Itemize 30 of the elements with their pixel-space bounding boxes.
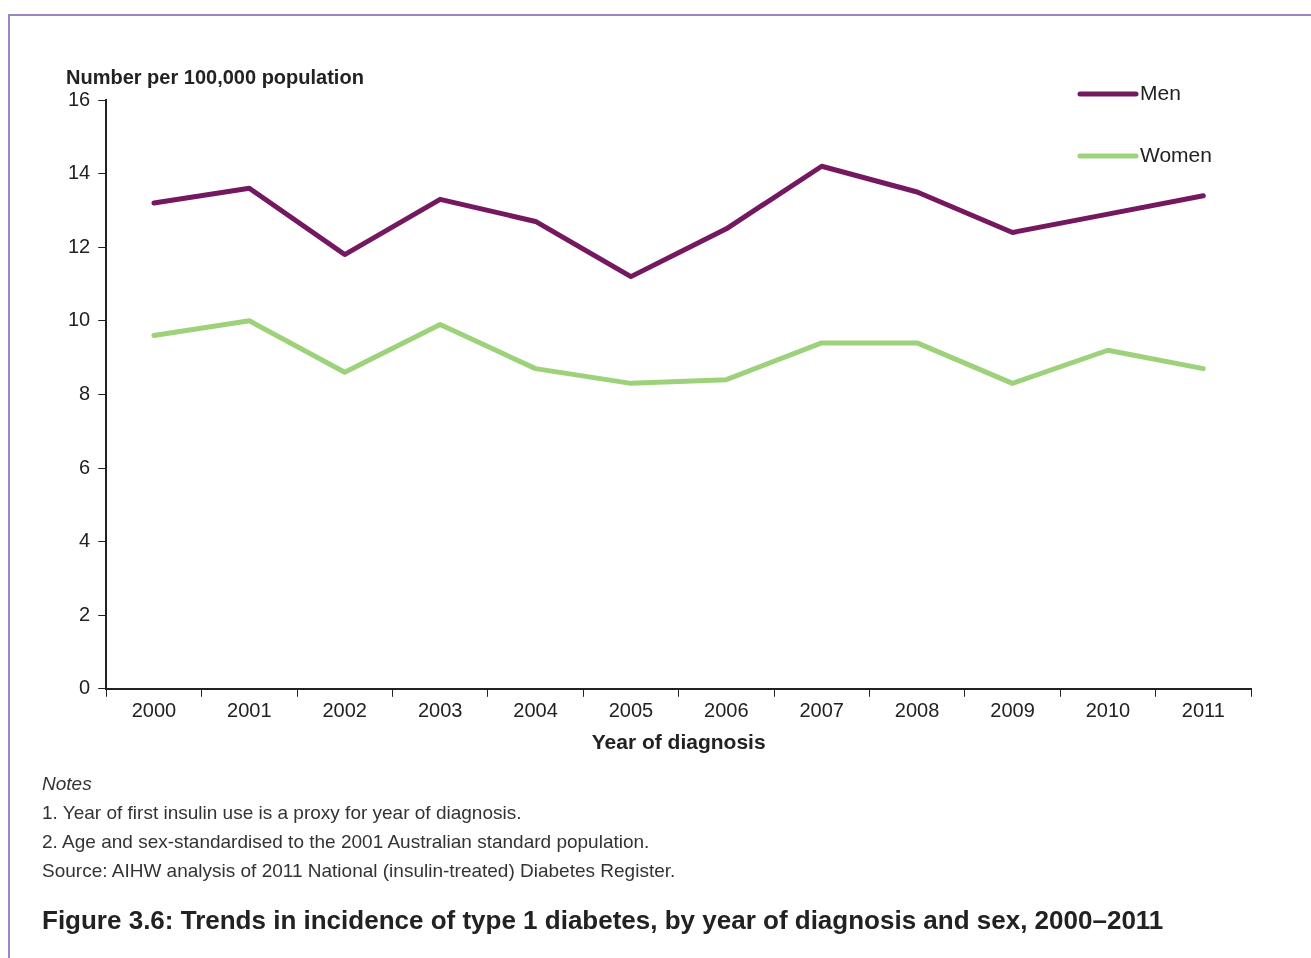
- x-tick-label: 2008: [894, 699, 940, 722]
- y-tick-label: 8: [79, 381, 91, 404]
- text: Notes: [42, 772, 93, 796]
- legend-label: Men: [1140, 80, 1181, 104]
- x-tick-label: 2009: [990, 699, 1035, 722]
- x-tick-label: 2006: [704, 699, 749, 722]
- y-tick-label: 0: [79, 676, 91, 699]
- text: 1. Year of first insulin use is a proxy for year of diagnosis.: [42, 801, 523, 825]
- x-tick-label: 2001: [227, 699, 272, 722]
- x-tick-label: 2004: [513, 699, 558, 722]
- x-tick-label: 2003: [417, 699, 463, 722]
- legend-label: Women: [1140, 142, 1212, 166]
- y-tick-label: 10: [68, 308, 91, 331]
- x-tick-label: 2002: [322, 699, 367, 722]
- x-tick-label: 2011: [1181, 699, 1225, 722]
- source-note: Source: AIHW analysis of 2011 National (insulin-treated) Diabetes Register.: [42, 859, 676, 883]
- x-tick-label: 2000: [131, 699, 177, 722]
- y-axis-title: Number per 100,000 population: [66, 66, 364, 88]
- x-tick-label: 2007: [799, 699, 844, 722]
- x-tick-label: 2010: [1085, 699, 1131, 722]
- y-tick-label: 12: [68, 234, 91, 257]
- y-tick-label: 4: [79, 529, 91, 552]
- x-axis-title: Year of diagnosis: [591, 730, 766, 754]
- x-tick-label: 2005: [608, 699, 654, 722]
- y-tick-label: 6: [79, 455, 91, 478]
- text: 2. Age and sex-standardised to the 2001 Australian standard population.: [42, 830, 651, 854]
- y-tick-label: 2: [79, 602, 91, 625]
- text: Figure 3.6: Trends in incidence of type 1 diabetes, by year of diagnosis and sex, 2000–2011: [42, 905, 1164, 936]
- y-tick-label: 16: [68, 87, 91, 110]
- y-tick-label: 14: [68, 161, 91, 184]
